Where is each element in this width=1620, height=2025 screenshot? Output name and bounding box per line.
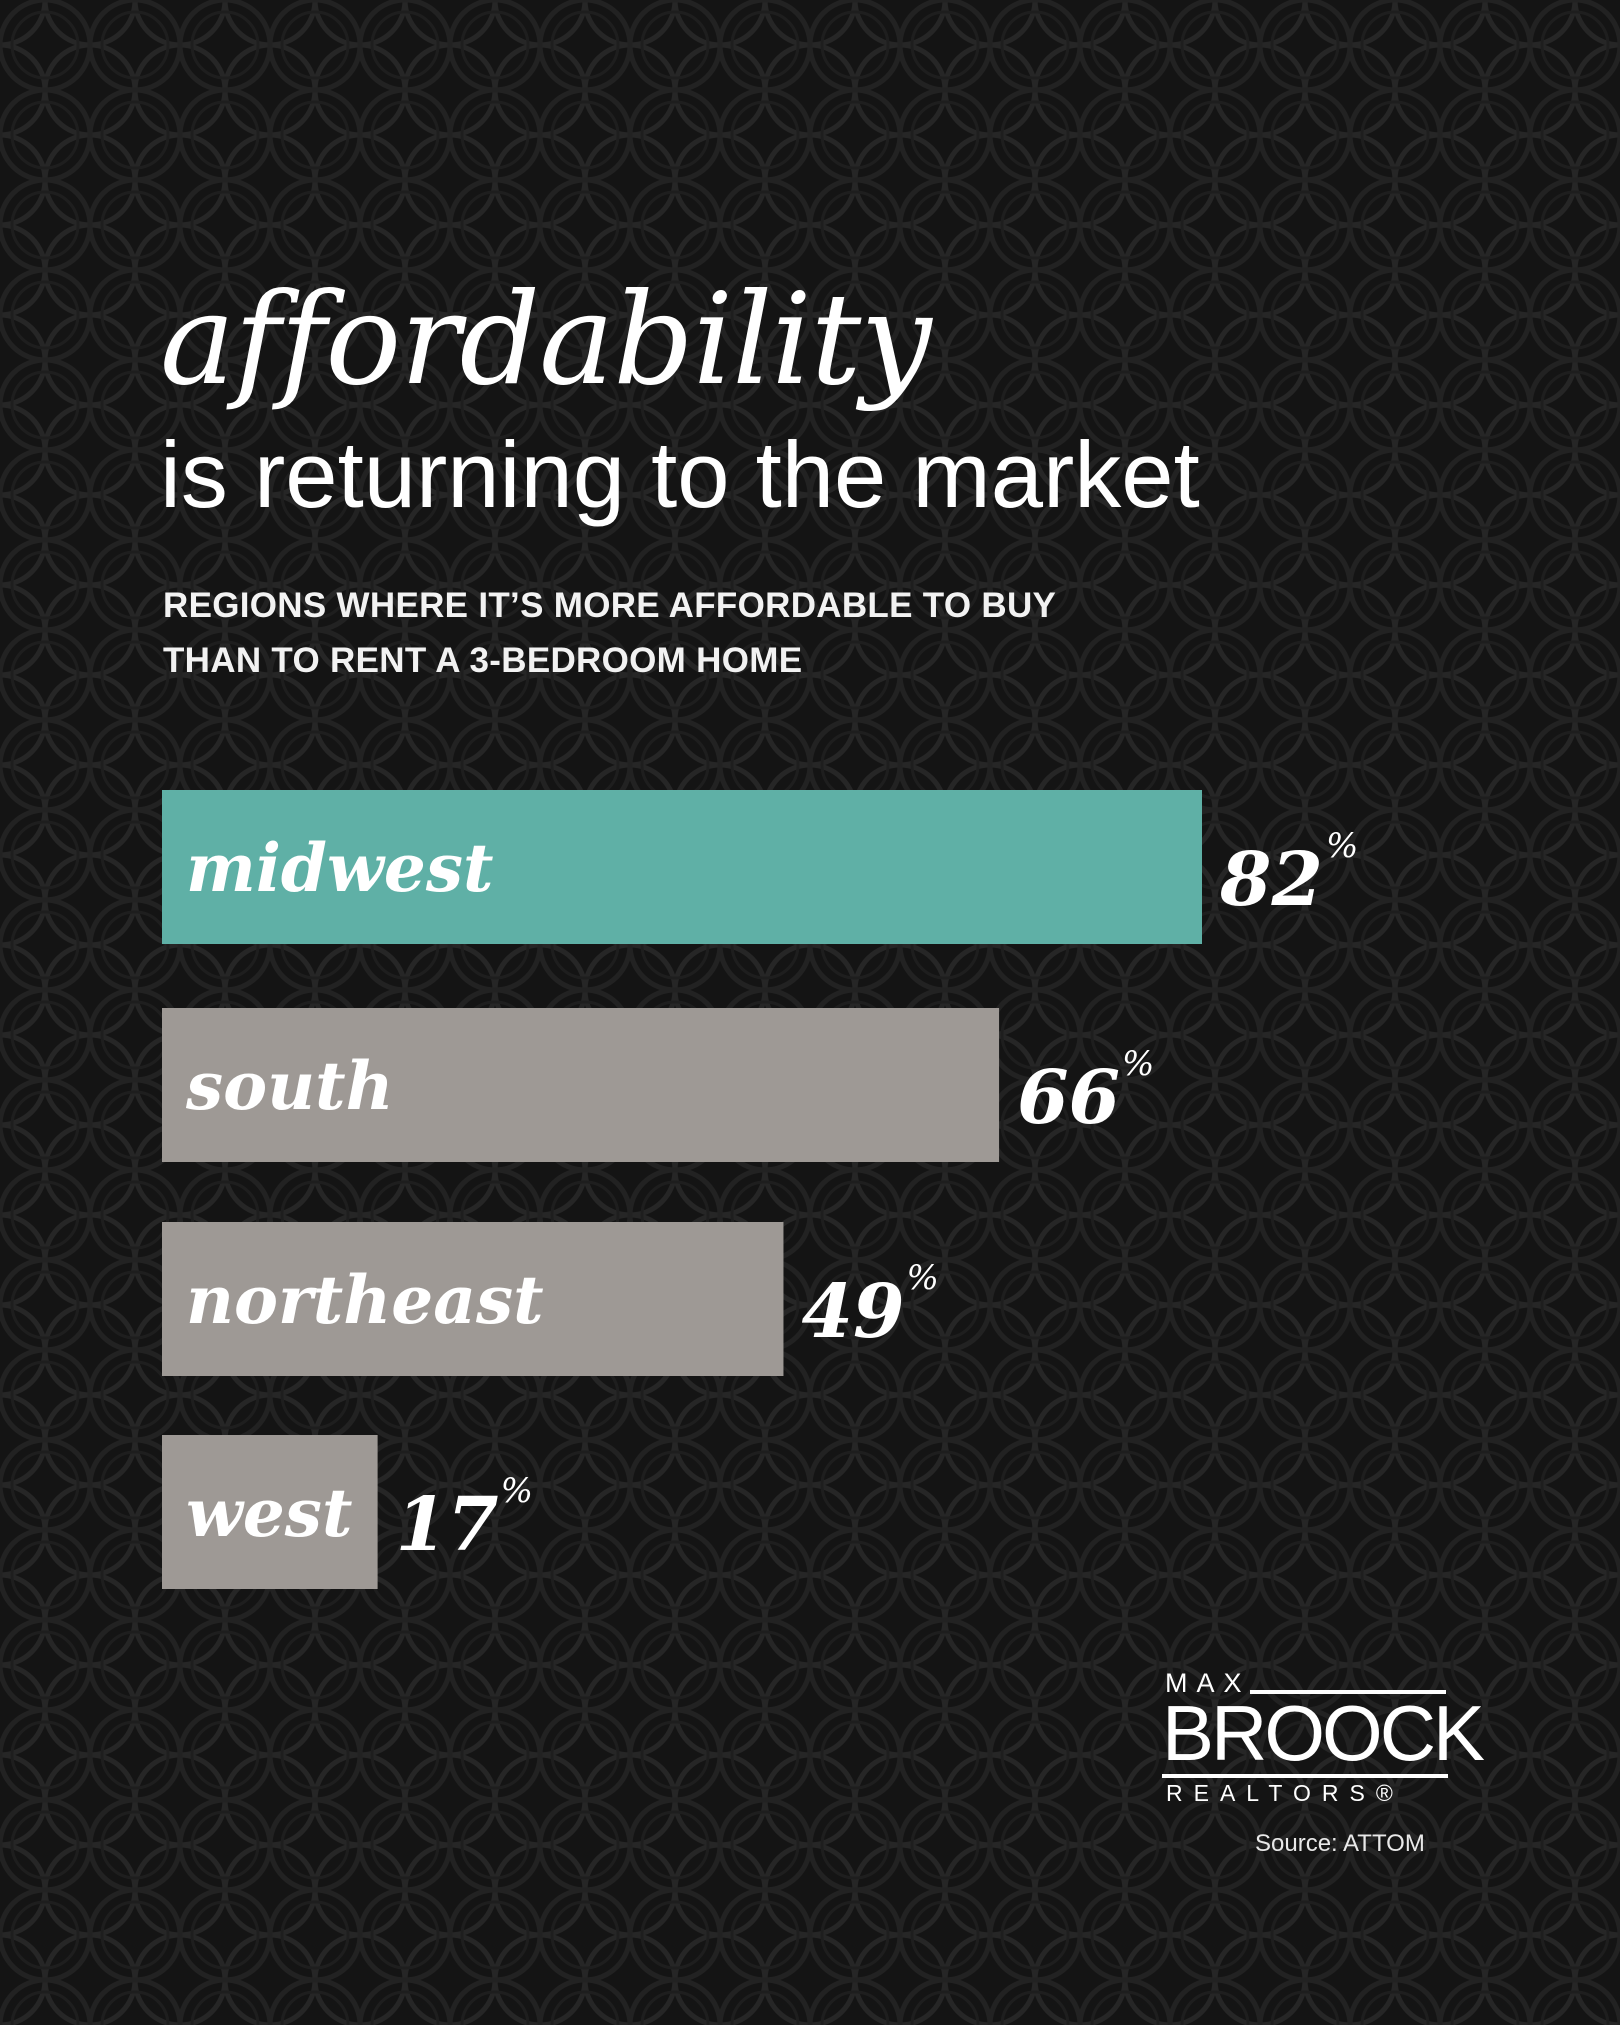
value-label-south: 66 <box>1017 1055 1120 1141</box>
bar-northeast <box>162 1222 784 1376</box>
percent-sign-south: % <box>1122 1044 1154 1084</box>
percent-sign-northeast: % <box>906 1258 938 1298</box>
bar-south <box>162 1008 1000 1162</box>
logo-max-text: MAX <box>1165 1668 1251 1698</box>
bars-group: midwest 82 % south 66 % northeast 49 % west 17% <box>162 790 1358 1589</box>
bar-label-midwest: midwest <box>186 829 494 907</box>
value-label-midwest: 82 <box>1219 837 1323 923</box>
bar-west <box>162 1435 378 1589</box>
logo-rule-bottom <box>1162 1774 1448 1778</box>
logo-brand-text: BROOCK <box>1162 1689 1485 1777</box>
bar-label-northeast: northeast <box>186 1261 544 1339</box>
subtitle-line1: REGIONS WHERE IT’S MORE AFFORDABLE TO BU… <box>163 586 1057 625</box>
logo-rule-top <box>1250 1690 1446 1694</box>
title-line2: is returning to the market <box>160 422 1200 527</box>
max-broock-logo: MAX BROOCK REALTORS® <box>1162 1668 1485 1818</box>
subtitle: REGIONS WHERE IT’S MORE AFFORDABLE TO BU… <box>163 578 1163 688</box>
value-label-west: 17 <box>396 1482 499 1568</box>
source-note: Source: ATTOM <box>1255 1830 1425 1857</box>
percent-sign-west: % <box>501 1471 533 1511</box>
logo-realtors-text: REALTORS® <box>1166 1780 1404 1806</box>
subtitle-line2: THAN TO RENT A 3-BEDROOM HOME <box>163 641 803 680</box>
percent-sign-midwest: % <box>1326 826 1358 866</box>
title-main: affordability <box>160 266 932 413</box>
bar-label-west: west <box>186 1474 352 1552</box>
bar-midwest <box>162 790 1202 944</box>
bar-label-south: south <box>185 1047 394 1125</box>
value-label-northeast: 49 <box>801 1269 904 1355</box>
